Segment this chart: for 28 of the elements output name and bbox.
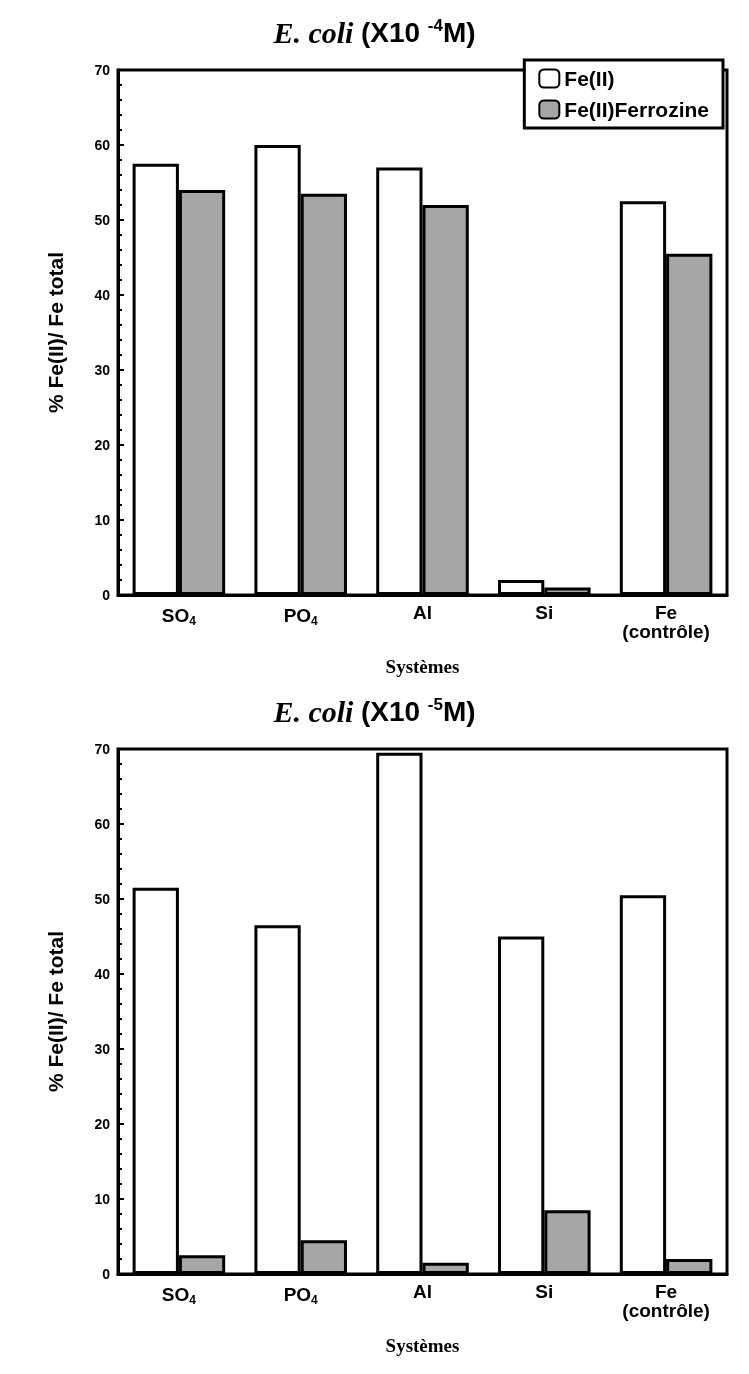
y-axis-title: % Fe(II)/ Fe total	[44, 930, 67, 1093]
y-tick-label: 0	[102, 1266, 111, 1282]
x-tick-label: Fe (contrôle)	[622, 1281, 710, 1321]
y-tick-label: 50	[94, 891, 111, 907]
x-tick-label: Al	[413, 602, 432, 623]
y-tick-label: 20	[94, 1116, 111, 1132]
x-tick-label: Al	[413, 1281, 432, 1302]
y-tick-label: 30	[94, 362, 111, 378]
y-tick-label: 0	[102, 587, 111, 603]
x-tick-label: Fe (contrôle)	[622, 602, 710, 642]
y-tick-label: 50	[94, 212, 111, 228]
y-tick-label: 10	[94, 512, 111, 528]
y-tick-label: 60	[94, 816, 111, 832]
y-tick-label: 70	[94, 62, 111, 78]
x-axis-title: Systèmes	[385, 1335, 460, 1356]
x-tick-label: Si	[535, 1281, 554, 1302]
y-tick-label: 40	[94, 966, 111, 982]
y-axis-title: % Fe(II)/ Fe total	[44, 251, 67, 414]
y-tick-label: 70	[94, 741, 111, 757]
y-tick-label: 40	[94, 287, 111, 303]
legend-label: Fe(II)	[564, 67, 615, 90]
legend-label: Fe(II)Ferrozine	[564, 98, 709, 121]
y-tick-label: 30	[94, 1041, 111, 1057]
x-axis-title: Systèmes	[385, 656, 460, 677]
y-tick-label: 60	[94, 137, 111, 153]
y-tick-label: 10	[94, 1191, 111, 1207]
y-tick-label: 20	[94, 437, 111, 453]
x-tick-label: Si	[535, 602, 554, 623]
